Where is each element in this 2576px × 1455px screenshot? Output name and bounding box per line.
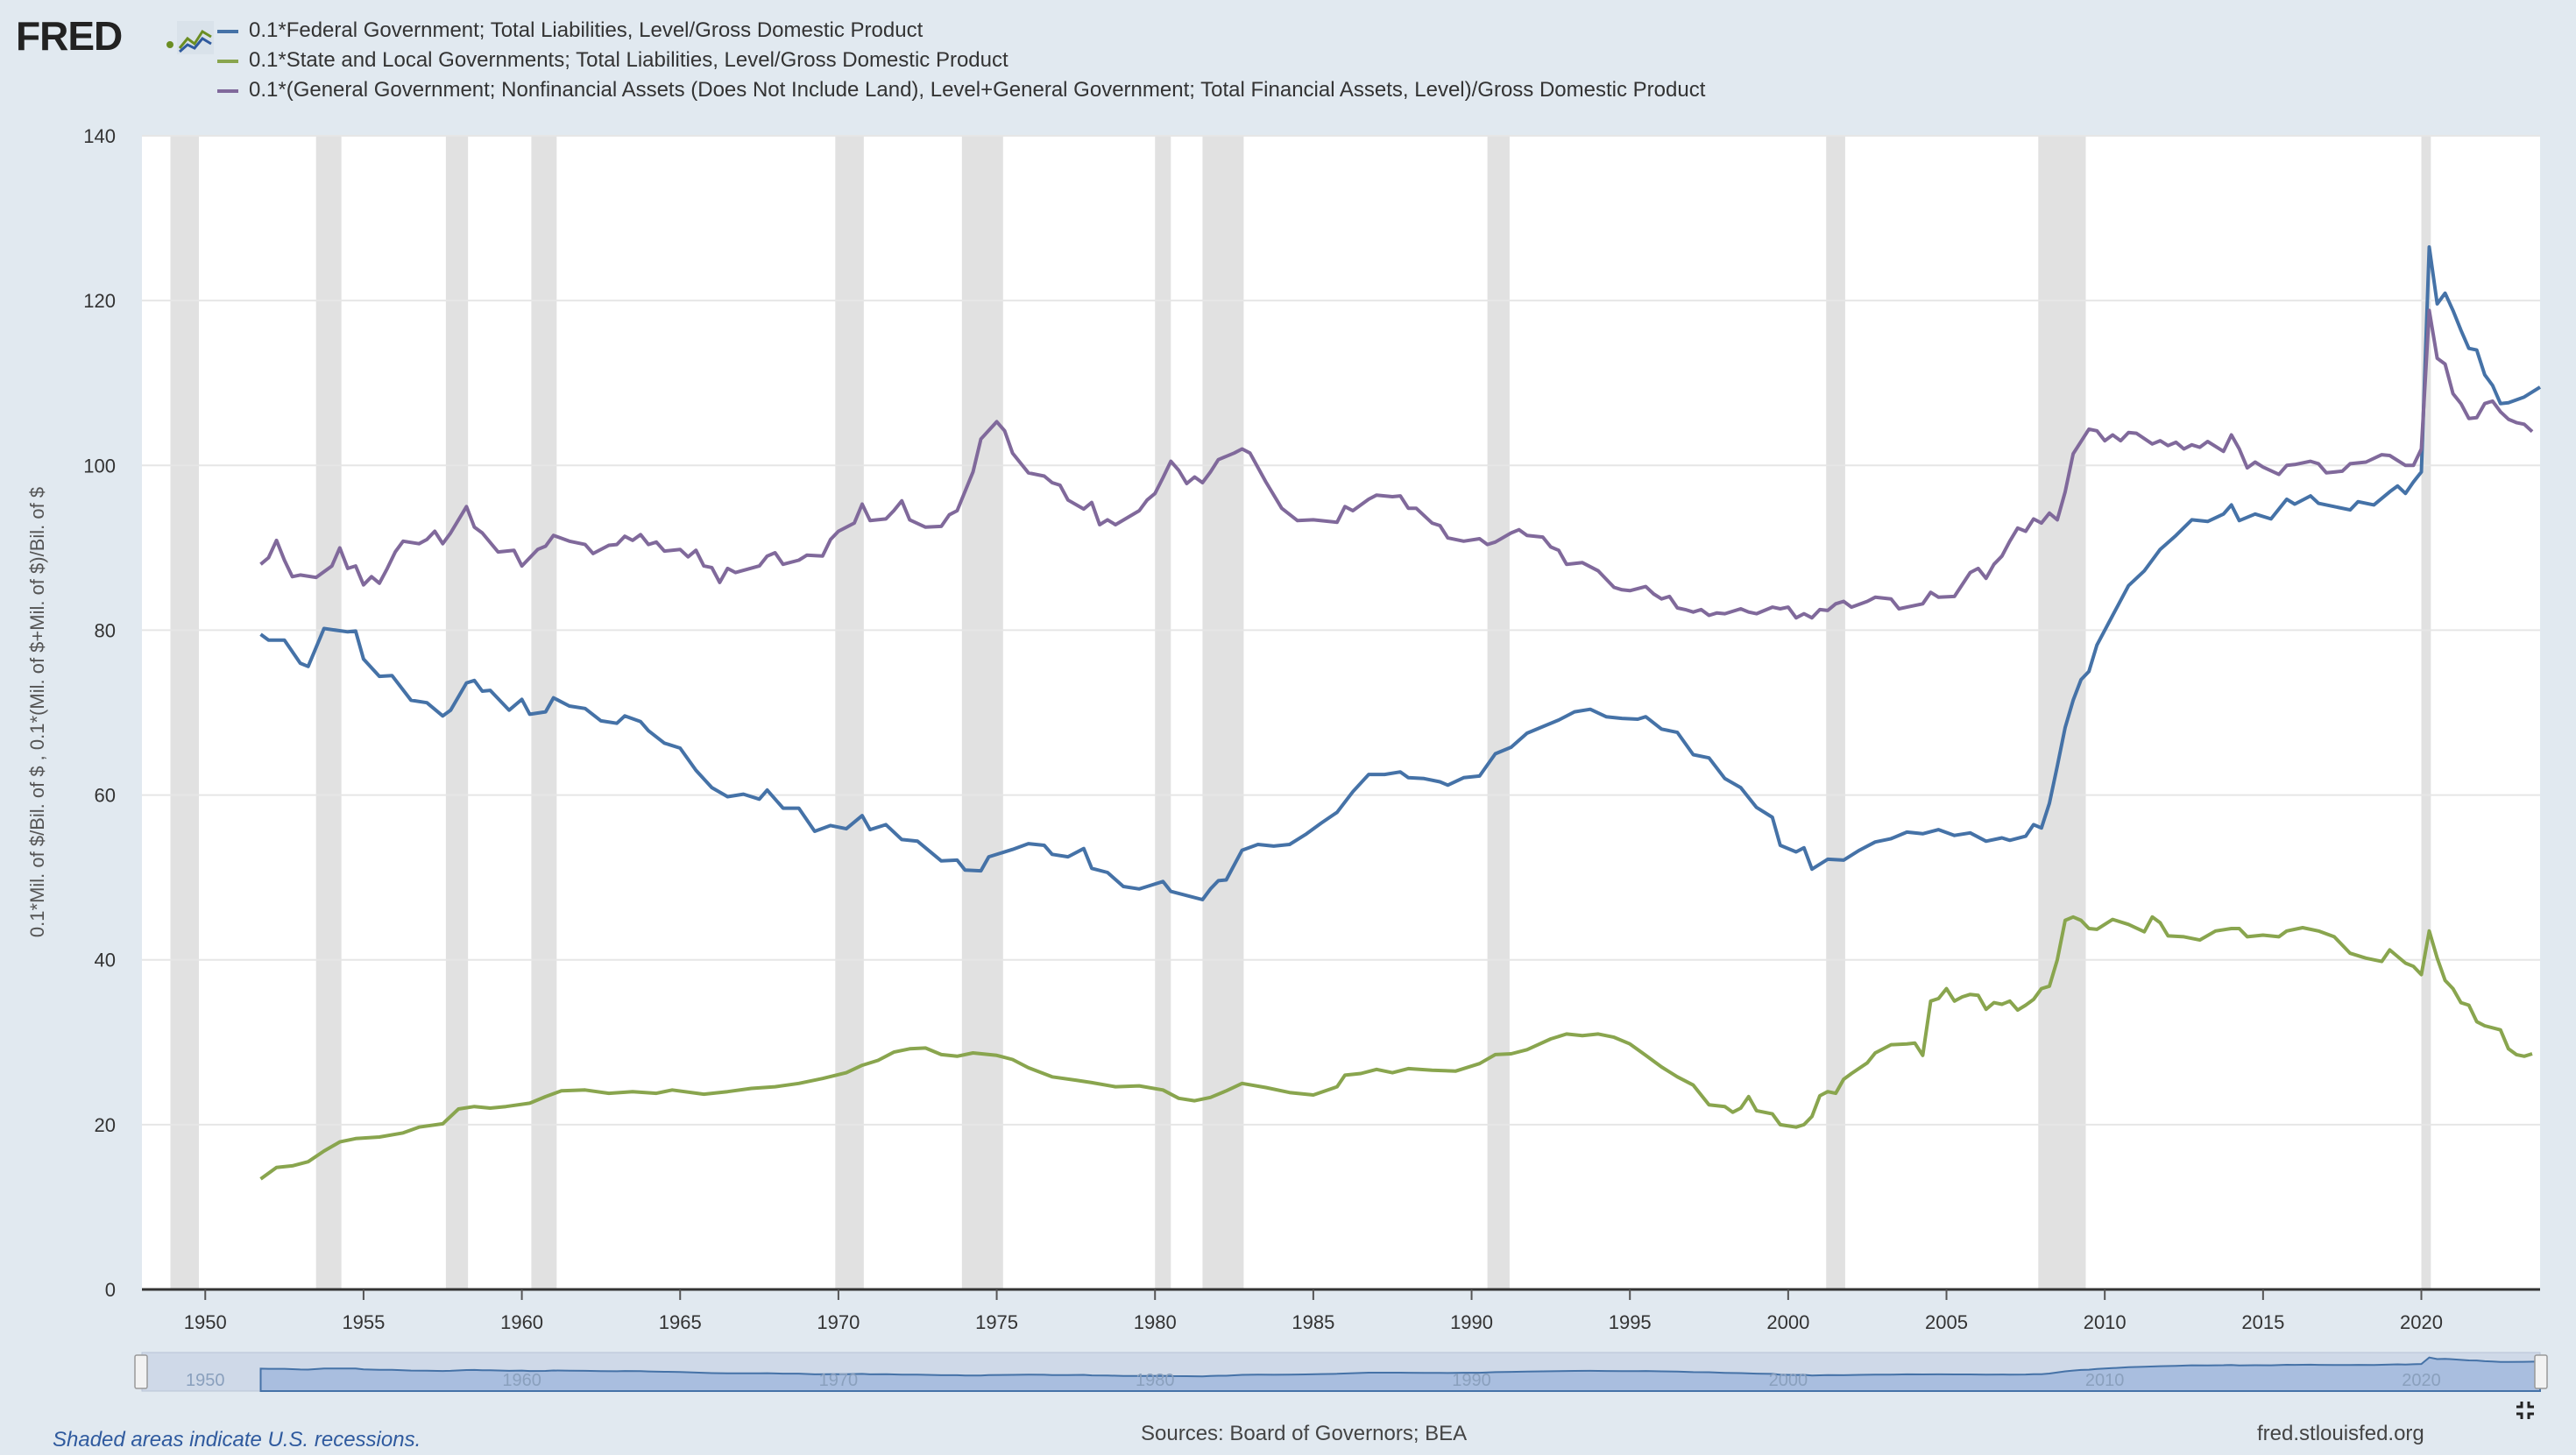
x-tick-label: 1970 [817,1311,860,1333]
series-line-0[interactable] [259,245,2542,901]
y-tick-label: 80 [95,619,116,641]
navigator-tick-label: 1980 [1136,1371,1175,1390]
navigator-handle-left[interactable] [134,1354,148,1389]
recession-band-7 [1202,136,1244,1289]
navigator-handle-right[interactable] [2534,1354,2548,1389]
legend-label-general-gov: 0.1*(General Government; Nonfinancial As… [249,78,1706,102]
series-line-1[interactable] [259,915,2533,1181]
chart-icon [177,21,214,54]
series-lines [259,245,2542,1181]
x-tick-label: 1990 [1450,1311,1493,1333]
y-tick-label: 40 [95,950,116,971]
x-tick-label: 1965 [659,1311,702,1333]
recession-band-8 [1487,136,1510,1289]
recession-band-6 [1155,136,1171,1289]
legend-label-federal: 0.1*Federal Government; Total Liabilitie… [249,18,924,42]
recession-band-10 [2038,136,2086,1289]
x-tick-label: 2015 [2241,1311,2284,1333]
recession-band-0 [170,136,200,1289]
x-tick-label: 1975 [975,1311,1018,1333]
navigator-tick-label: 1960 [502,1371,541,1390]
gridlines [142,135,2540,1126]
x-axis: 1950 1955 1960 1965 1970 1975 1980 1985 1990 1995… [142,1288,2540,1333]
recession-band-4 [835,136,864,1289]
x-tick-label: 1995 [1609,1311,1652,1333]
plot-area [142,136,2540,1289]
expand-icon[interactable] [2516,1402,2534,1419]
x-tick-label: 1980 [1134,1311,1177,1333]
x-tick-label: 2000 [1766,1311,1809,1333]
fred-url-link[interactable]: fred.stlouisfed.org [2257,1422,2424,1445]
legend-item-state-local[interactable]: 0.1*State and Local Governments; Total L… [217,46,1705,75]
y-axis-label: 0.1*Mil. of $/Bil. of $ , 0.1*(Mil. of $… [26,487,48,937]
navigator-tick-label: 2020 [2402,1371,2441,1390]
x-tick-label: 2020 [2400,1311,2443,1333]
y-tick-label: 120 [83,290,116,312]
sources-text: Sources: Board of Governors; BEA [1141,1422,1468,1445]
legend-item-federal[interactable]: 0.1*Federal Government; Total Liabilitie… [217,16,1705,46]
legend-swatch-state-local [217,59,238,63]
navigator-series [259,1356,2541,1392]
recession-band-5 [961,136,1003,1289]
x-tick-label: 1950 [184,1311,227,1333]
recession-note: Shaded areas indicate U.S. recessions. [53,1428,421,1451]
chart-legend: 0.1*Federal Government; Total Liabilitie… [217,16,1705,105]
x-tick-label: 1985 [1292,1311,1334,1333]
y-axis: 0 20 40 60 80 100 120 140 [83,125,116,1301]
legend-swatch-general-gov [217,88,238,93]
x-tick-label: 2005 [1925,1311,1968,1333]
x-tick-label: 1955 [342,1311,385,1333]
range-navigator[interactable]: 1950 1960 1970 1980 1990 2000 2010 2020 [134,1352,2548,1419]
navigator-tick-label: 1970 [819,1371,859,1390]
y-tick-label: 20 [95,1114,116,1136]
recession-band-1 [315,136,342,1289]
series-line-2[interactable] [259,308,2534,620]
recession-band-11 [2421,136,2431,1289]
legend-swatch-federal [217,29,238,33]
x-tick-label: 2010 [2084,1311,2127,1333]
y-tick-label: 140 [83,125,116,147]
navigator-tick-label: 1950 [186,1371,225,1390]
navigator-tick-label: 1990 [1452,1371,1491,1390]
legend-item-general-gov[interactable]: 0.1*(General Government; Nonfinancial As… [217,75,1705,105]
y-tick-label: 60 [95,785,116,807]
y-tick-label: 100 [83,455,116,477]
recession-band-9 [1826,136,1845,1289]
navigator-tick-label: 2000 [1769,1371,1808,1390]
x-tick-label: 1960 [500,1311,543,1333]
logo-dot [166,41,173,48]
navigator-tick-label: 2010 [2085,1371,2125,1390]
fred-logo-text: FRED [16,13,123,59]
y-tick-label: 0 [105,1279,116,1301]
legend-label-state-local: 0.1*State and Local Governments; Total L… [249,48,1008,72]
